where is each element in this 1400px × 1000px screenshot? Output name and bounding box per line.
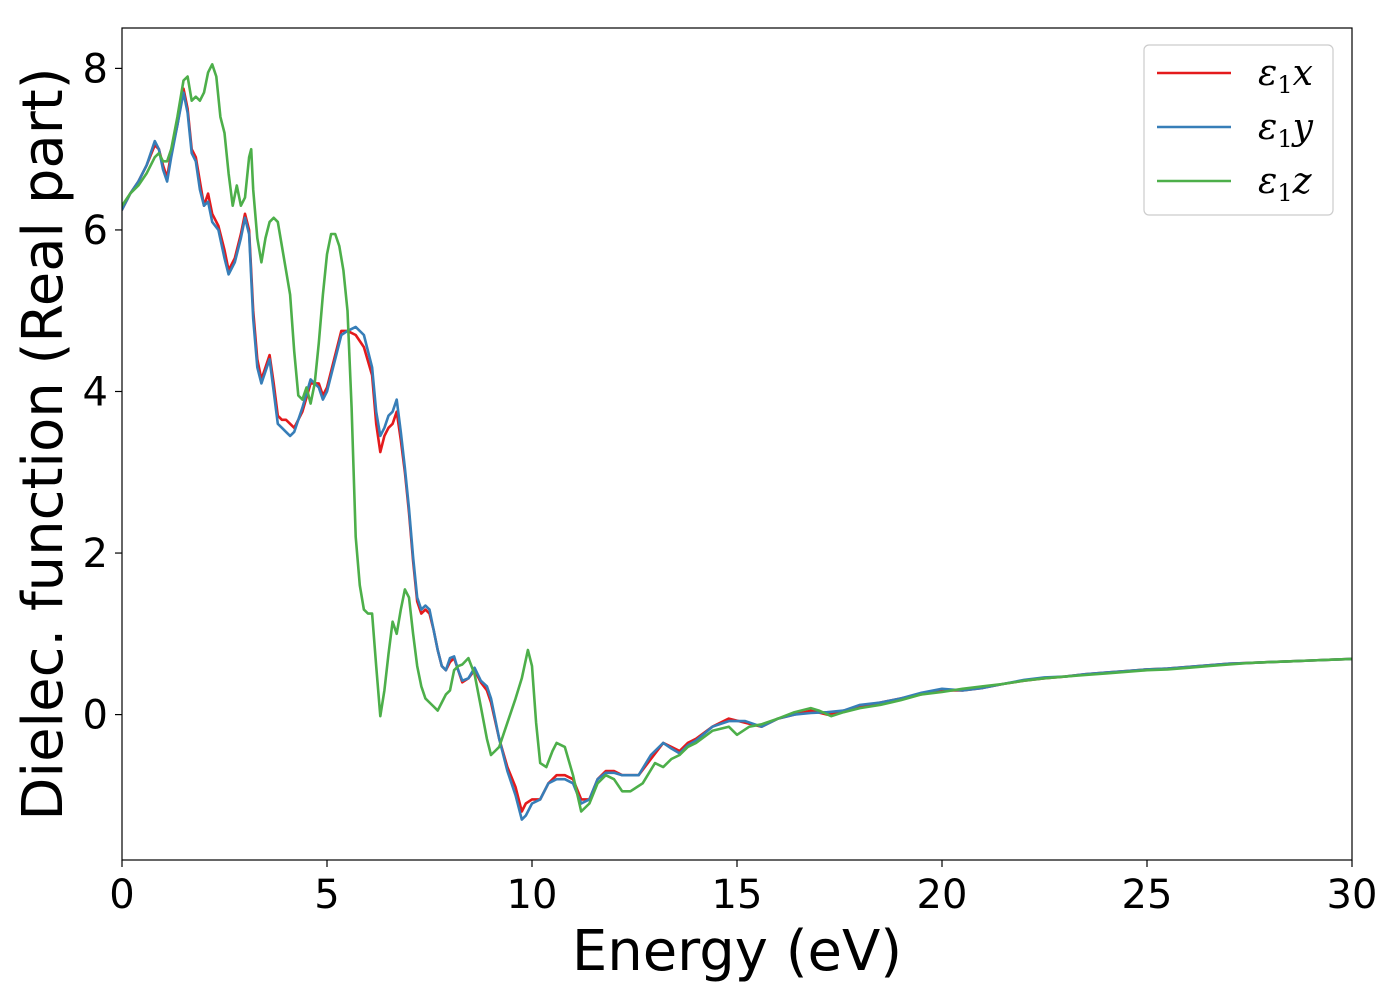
y-axis-label: Dielec. function (Real part)	[11, 67, 76, 820]
x-tick-label: 15	[712, 872, 763, 918]
legend-box	[1143, 44, 1334, 216]
legend-label-y: ε1y	[1258, 107, 1314, 153]
y-tick-label: 0	[83, 693, 108, 739]
x-tick-label: 20	[917, 872, 968, 918]
legend-symbol: ε	[1258, 161, 1277, 202]
x-tick-label: 25	[1122, 872, 1173, 918]
legend-variable: x	[1293, 53, 1313, 94]
series-layer	[122, 63, 1352, 821]
x-tick-label: 10	[507, 872, 558, 918]
legend-label-x: ε1x	[1258, 53, 1313, 99]
series-line-y	[122, 91, 1352, 821]
legend-variable: y	[1291, 107, 1314, 148]
x-axis-label: Energy (eV)	[572, 919, 902, 984]
series-line-z	[122, 63, 1352, 813]
legend-variable: z	[1292, 161, 1313, 202]
legend-label-z: ε1z	[1258, 161, 1313, 207]
legend-symbol: ε	[1258, 53, 1277, 94]
x-tick-label: 5	[314, 872, 339, 918]
legend-subscript: 1	[1277, 125, 1292, 153]
y-axis: 0 2 4 6 8	[83, 46, 122, 739]
legend-symbol: ε	[1258, 107, 1277, 148]
y-tick-label: 8	[83, 46, 108, 92]
y-tick-label: 4	[83, 369, 108, 415]
legend-subscript: 1	[1277, 179, 1292, 207]
x-tick-label: 0	[109, 872, 134, 918]
x-tick-label: 30	[1327, 872, 1378, 918]
y-tick-label: 6	[83, 208, 108, 254]
legend-subscript: 1	[1277, 71, 1292, 99]
x-axis: 0 5 10 15 20 25 30	[109, 860, 1377, 918]
y-tick-label: 2	[83, 531, 108, 577]
